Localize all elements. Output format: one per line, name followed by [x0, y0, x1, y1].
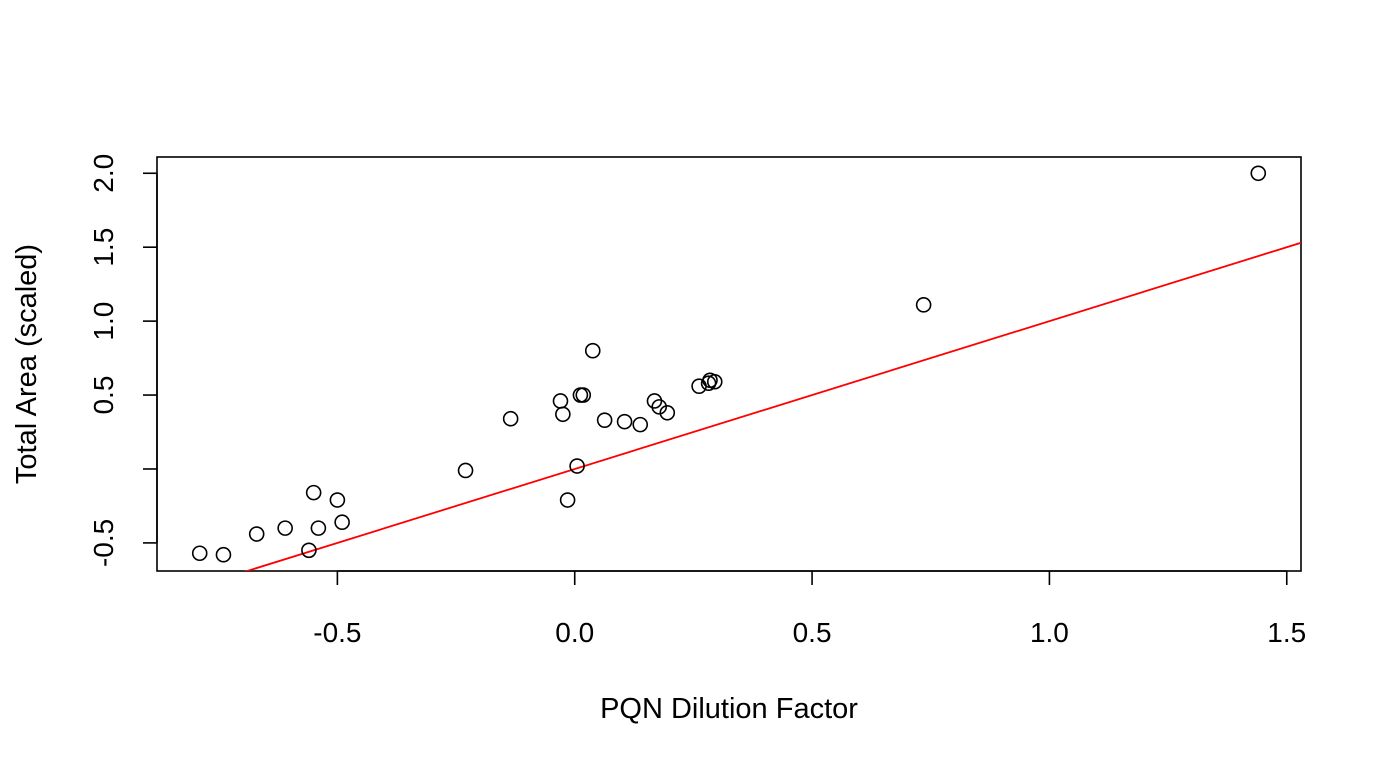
data-point	[915, 297, 932, 313]
data-point	[569, 458, 585, 474]
plot-frame	[156, 156, 1302, 572]
y-tick-label: 1.5	[88, 228, 119, 267]
y-axis-title: Total Area (scaled)	[11, 244, 43, 484]
data-point	[502, 410, 519, 427]
data-point	[277, 520, 293, 536]
data-points	[191, 165, 1267, 563]
fit-lines	[244, 241, 1301, 571]
data-point	[691, 378, 707, 394]
y-tick-label: 0.5	[88, 376, 119, 415]
data-point	[305, 484, 322, 501]
x-tick-label: -0.5	[313, 617, 361, 648]
reference-line	[244, 241, 1301, 571]
x-axis: -0.5 0.0 0.5 1.0 1.5	[313, 570, 1306, 648]
y-tick-label: 1.0	[88, 302, 119, 341]
data-point	[248, 526, 265, 542]
data-point	[616, 413, 633, 430]
data-point	[596, 412, 613, 428]
data-point	[1250, 165, 1267, 182]
data-point	[301, 542, 317, 559]
x-tick-label: 1.5	[1267, 617, 1306, 648]
data-point	[552, 393, 569, 409]
x-axis-title: PQN Dilution Factor	[600, 693, 858, 725]
x-tick-label: 0.0	[555, 617, 594, 648]
data-point	[575, 387, 592, 403]
y-axis: -0.5 0.5 1.0 1.5 2.0	[88, 154, 158, 567]
data-point	[329, 492, 346, 508]
data-point	[659, 404, 676, 421]
data-point	[651, 399, 668, 415]
data-point	[310, 520, 327, 536]
data-point	[457, 462, 474, 479]
data-point	[584, 342, 601, 359]
data-point	[215, 546, 232, 563]
data-point	[559, 492, 576, 508]
data-point	[334, 514, 350, 531]
x-tick-label: 0.5	[793, 617, 832, 648]
y-tick-label: -0.5	[88, 519, 119, 567]
data-point	[191, 545, 208, 562]
data-point	[706, 373, 723, 390]
data-point	[632, 416, 649, 433]
x-tick-label: 1.0	[1030, 617, 1069, 648]
y-tick-label: 2.0	[88, 154, 119, 193]
data-point	[555, 406, 571, 423]
